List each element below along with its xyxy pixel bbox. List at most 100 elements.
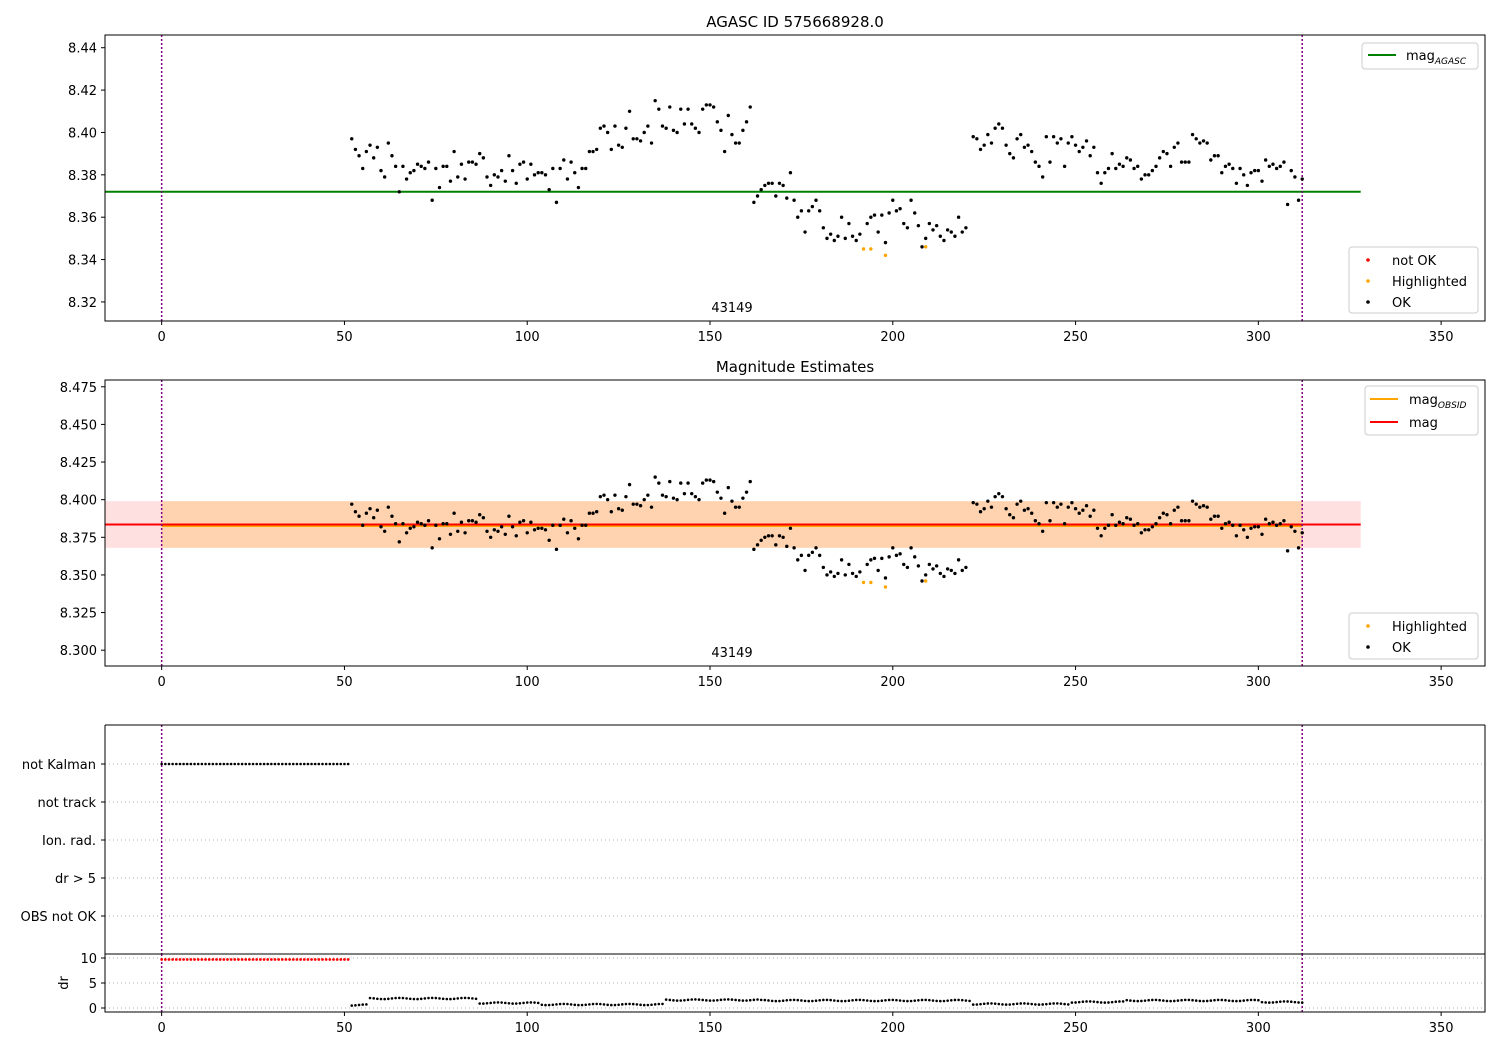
- ok-point: [993, 126, 997, 130]
- ok-point: [1125, 516, 1129, 520]
- ok-point: [401, 164, 405, 169]
- dr-point: [778, 999, 781, 1003]
- ok-point: [1227, 162, 1231, 166]
- legend-marker: [1366, 300, 1370, 304]
- not-kalman-flag-point: [306, 762, 310, 766]
- ok-point: [913, 555, 917, 559]
- ok-point: [854, 574, 858, 579]
- dr-point: [383, 997, 386, 1001]
- dr-not-ok-point: [207, 958, 211, 961]
- ok-point: [799, 209, 804, 213]
- ok-point: [854, 238, 858, 243]
- ok-point: [467, 160, 471, 164]
- not-kalman-flag-point: [273, 762, 277, 766]
- ok-point: [945, 567, 950, 571]
- ok-point: [715, 120, 720, 124]
- ok-point: [1015, 502, 1019, 506]
- dr-not-ok-point: [218, 958, 222, 961]
- ok-point: [741, 128, 745, 133]
- ok-point: [448, 532, 453, 536]
- ok-point: [785, 196, 789, 200]
- dr-point: [610, 1003, 613, 1007]
- dr-point: [573, 1003, 577, 1007]
- dr-point: [1034, 1003, 1037, 1006]
- dr-point: [734, 998, 737, 1002]
- dr-point: [1099, 1001, 1103, 1004]
- not-kalman-flag-point: [182, 762, 185, 766]
- ok-point: [832, 238, 836, 243]
- dr-point: [1257, 998, 1260, 1002]
- dr-point: [577, 1003, 580, 1007]
- dr-point: [525, 1001, 529, 1004]
- dr-point: [763, 998, 767, 1002]
- y-tick-label: 5: [89, 977, 97, 992]
- ok-point: [660, 493, 665, 497]
- ok-point: [371, 516, 376, 520]
- ok-point: [1019, 499, 1023, 503]
- dr-point: [617, 1003, 620, 1007]
- panel1-obsid-label: 43149: [711, 301, 752, 316]
- dr-point: [1187, 998, 1191, 1002]
- not-kalman-flag-point: [343, 762, 346, 766]
- ok-point: [584, 523, 588, 527]
- ok-point: [894, 209, 899, 213]
- dr-point: [767, 999, 770, 1002]
- ok-point: [964, 226, 968, 230]
- ok-point: [503, 179, 507, 183]
- dr-point: [558, 1002, 562, 1006]
- ok-point: [880, 556, 884, 561]
- ok-point: [711, 479, 716, 484]
- dr-point: [445, 997, 449, 1001]
- ok-point: [543, 173, 548, 177]
- ok-point: [697, 130, 701, 135]
- ok-point: [711, 105, 716, 109]
- dr-point: [822, 998, 825, 1002]
- ok-point: [1231, 166, 1235, 171]
- ok-point: [891, 546, 895, 550]
- dr-point: [1235, 999, 1238, 1003]
- dr-point: [949, 998, 953, 1002]
- dr-point: [745, 999, 748, 1002]
- ok-point: [635, 137, 639, 141]
- ok-point: [401, 522, 405, 526]
- ok-point: [492, 528, 497, 532]
- ok-point: [733, 505, 738, 509]
- ok-point: [364, 511, 369, 515]
- dr-point: [920, 998, 924, 1002]
- ok-point: [796, 558, 800, 562]
- ok-point: [788, 171, 793, 175]
- ok-point: [1238, 166, 1242, 171]
- legend-label-mag-obsid: magOBSID: [1409, 393, 1467, 411]
- ok-point: [1055, 505, 1059, 509]
- dr-point: [1246, 998, 1249, 1002]
- ok-point: [364, 149, 369, 154]
- ok-point: [807, 209, 811, 213]
- ok-point: [1216, 154, 1220, 158]
- dr-point: [818, 999, 821, 1002]
- dr-point: [1026, 1002, 1030, 1005]
- ok-point: [679, 107, 683, 111]
- ok-point: [507, 154, 511, 158]
- ok-point: [1092, 508, 1096, 512]
- dr-point: [485, 1002, 489, 1005]
- dr-point: [997, 1002, 1001, 1006]
- dr-point: [1125, 998, 1129, 1002]
- ok-point: [1231, 523, 1235, 527]
- ok-point: [1143, 173, 1147, 177]
- x-tick-label: 100: [515, 330, 540, 345]
- ok-point: [419, 164, 423, 169]
- not-kalman-flag-point: [339, 762, 343, 766]
- ok-point: [752, 200, 756, 205]
- ok-point: [1157, 516, 1162, 520]
- ok-point: [774, 194, 778, 198]
- ok-point: [708, 103, 712, 107]
- ok-point: [876, 568, 880, 573]
- ok-point: [817, 553, 822, 558]
- ok-point: [423, 523, 427, 527]
- ok-point: [730, 499, 734, 503]
- ok-point: [445, 522, 449, 526]
- legend-label: Highlighted: [1392, 620, 1467, 635]
- ok-point: [598, 126, 603, 130]
- ok-point: [616, 143, 621, 147]
- dr-point: [1030, 1002, 1034, 1006]
